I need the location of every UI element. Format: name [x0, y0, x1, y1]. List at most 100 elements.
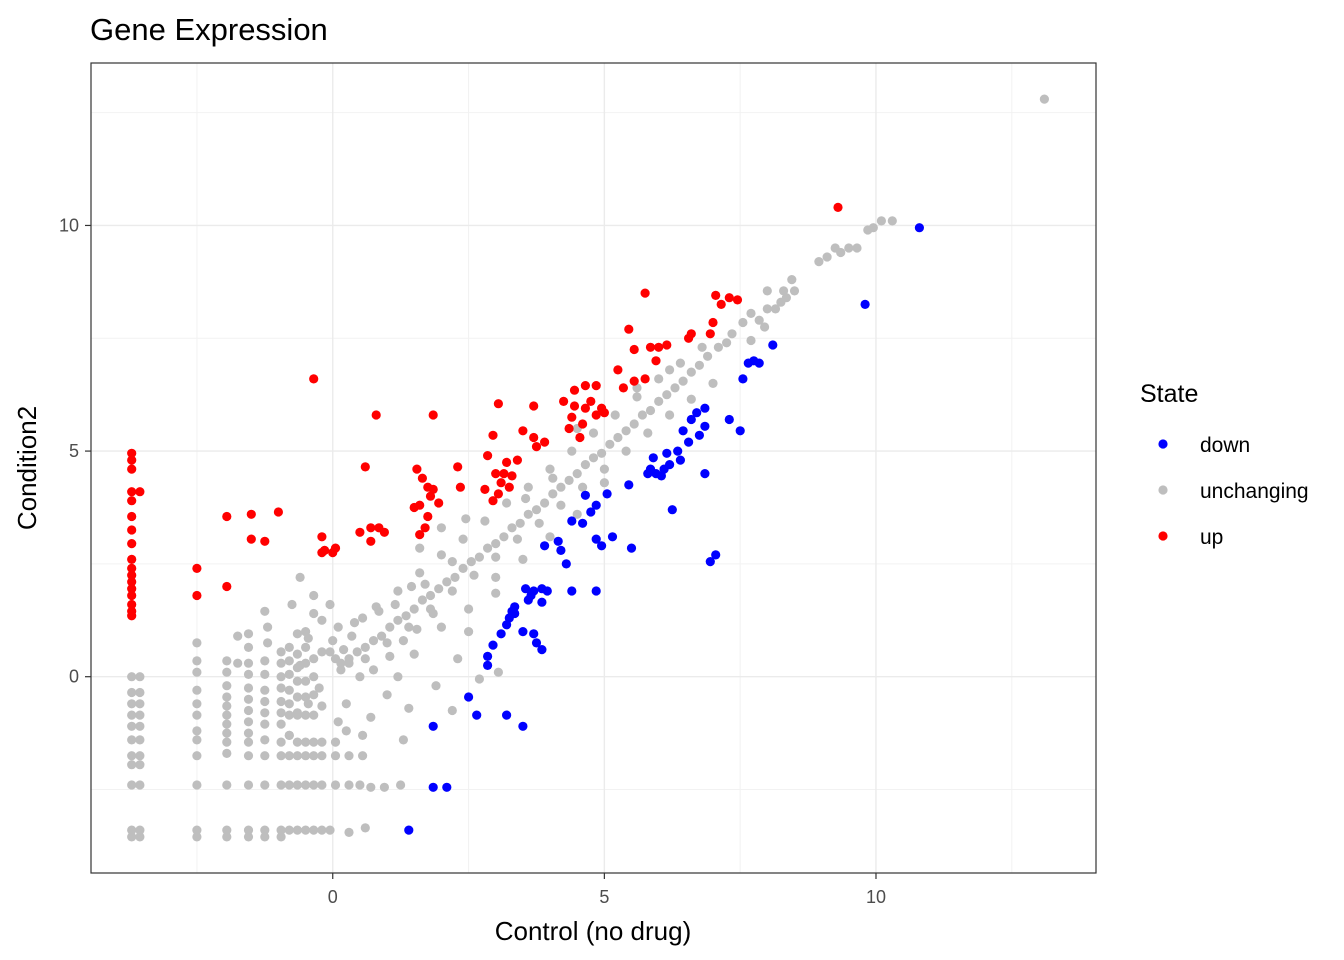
point-unchanging	[368, 636, 379, 646]
point-down	[705, 557, 715, 567]
point-unchanging	[366, 712, 376, 722]
chart-title: Gene Expression	[90, 12, 328, 47]
point-up	[640, 374, 650, 384]
x-axis-title: Control (no drug)	[495, 916, 692, 946]
point-unchanging	[491, 552, 501, 562]
point-unchanging	[502, 498, 512, 508]
point-unchanging	[325, 647, 335, 657]
point-unchanging	[333, 717, 343, 727]
point-unchanging	[499, 532, 509, 542]
point-unchanging	[276, 658, 286, 668]
point-up	[127, 496, 137, 506]
point-down	[428, 721, 438, 731]
point-unchanging	[127, 760, 137, 770]
point-unchanging	[366, 782, 376, 792]
point-up	[724, 293, 734, 303]
point-unchanging	[276, 780, 286, 790]
point-up	[624, 324, 634, 334]
point-unchanging	[135, 832, 145, 842]
point-unchanging	[284, 656, 294, 666]
point-down	[553, 536, 563, 546]
point-up	[711, 290, 721, 300]
point-up	[428, 410, 438, 420]
point-up	[135, 487, 145, 497]
point-unchanging	[822, 252, 832, 262]
point-unchanging	[260, 825, 270, 835]
point-unchanging	[276, 751, 286, 761]
point-unchanging	[442, 577, 452, 587]
point-up	[491, 469, 501, 479]
point-unchanging	[665, 410, 675, 420]
point-unchanging	[192, 751, 202, 761]
point-unchanging	[276, 696, 286, 707]
point-unchanging	[396, 780, 406, 790]
point-unchanging	[355, 672, 365, 682]
point-unchanging	[390, 599, 400, 610]
point-up	[654, 342, 664, 352]
point-up	[613, 365, 623, 375]
point-unchanging	[243, 705, 254, 716]
point-up	[273, 507, 283, 517]
point-unchanging	[243, 717, 254, 727]
point-unchanging	[447, 705, 457, 716]
point-down	[686, 414, 696, 425]
point-up	[222, 511, 232, 522]
point-up	[591, 410, 601, 420]
x-tick-label: 5	[599, 887, 609, 907]
point-unchanging	[762, 304, 772, 314]
point-up	[705, 329, 715, 339]
point-unchanging	[662, 390, 672, 400]
point-unchanging	[762, 286, 772, 296]
point-unchanging	[670, 383, 680, 393]
point-up	[504, 482, 514, 492]
point-unchanging	[284, 699, 294, 709]
point-down	[464, 692, 474, 702]
point-down	[510, 602, 520, 612]
point-unchanging	[292, 692, 302, 702]
point-unchanging	[374, 606, 384, 616]
legend-label-down: down	[1200, 434, 1250, 457]
point-unchanging	[572, 509, 582, 519]
point-down	[578, 518, 588, 528]
point-unchanging	[469, 570, 479, 580]
point-up	[328, 548, 338, 558]
point-unchanging	[222, 710, 232, 720]
point-up	[127, 455, 137, 465]
point-unchanging	[464, 604, 474, 614]
point-unchanging	[276, 708, 286, 718]
point-up	[564, 423, 574, 434]
point-unchanging	[127, 780, 137, 790]
point-unchanging	[135, 735, 145, 745]
point-up	[732, 295, 743, 305]
point-unchanging	[863, 225, 873, 235]
point-down	[483, 651, 493, 662]
point-unchanging	[243, 642, 254, 653]
point-up	[493, 489, 503, 499]
legend: State down unchanging up	[1140, 380, 1309, 549]
point-up	[260, 536, 270, 546]
point-up	[531, 442, 542, 452]
point-down	[678, 426, 688, 436]
point-up	[716, 299, 726, 309]
point-unchanging	[678, 376, 688, 386]
point-unchanging	[243, 751, 254, 761]
point-unchanging	[135, 760, 145, 770]
point-unchanging	[830, 243, 840, 253]
point-unchanging	[243, 728, 254, 738]
point-unchanging	[260, 719, 270, 729]
point-unchanging	[377, 631, 387, 641]
point-unchanging	[127, 832, 137, 842]
point-unchanging	[597, 448, 607, 458]
point-up	[483, 451, 493, 461]
point-unchanging	[284, 780, 294, 790]
point-unchanging	[127, 687, 137, 698]
point-up	[569, 401, 580, 411]
point-unchanging	[355, 780, 365, 790]
point-down	[488, 640, 498, 650]
point-unchanging	[393, 672, 403, 682]
x-tick-label: 0	[328, 887, 338, 907]
point-down	[700, 421, 710, 431]
point-unchanging	[309, 690, 319, 700]
point-unchanging	[243, 658, 254, 668]
point-unchanging	[599, 464, 610, 474]
